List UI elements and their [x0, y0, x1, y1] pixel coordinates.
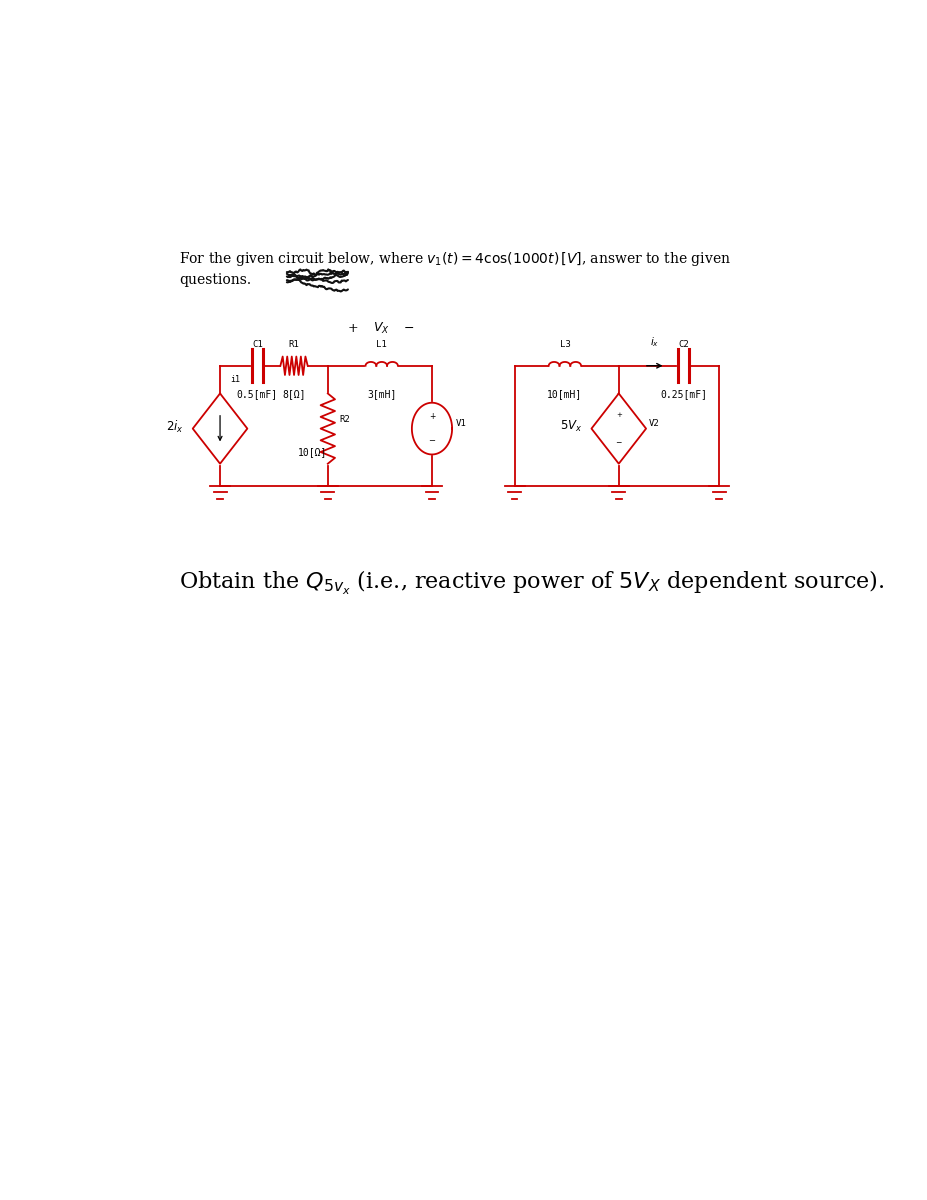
Text: +: + [348, 323, 358, 335]
Text: $V_X$: $V_X$ [374, 322, 390, 336]
Text: i1: i1 [230, 376, 240, 384]
Text: C1: C1 [252, 340, 262, 349]
Text: 10[mH]: 10[mH] [547, 389, 582, 398]
Text: $2i_x$: $2i_x$ [167, 419, 184, 434]
Text: 0.5[mF]: 0.5[mF] [236, 389, 278, 398]
Text: +: + [429, 413, 435, 421]
Text: L1: L1 [376, 340, 387, 349]
Text: R2: R2 [339, 415, 350, 424]
Text: $5V_x$: $5V_x$ [561, 419, 583, 434]
Text: For the given circuit below, where $\mathit{v}_1(t) = 4\cos(1000t)\,[V]$, answer: For the given circuit below, where $\mat… [179, 251, 731, 269]
Text: 10[Ω]: 10[Ω] [298, 448, 327, 457]
Text: −: − [616, 438, 622, 448]
Text: Obtain the $Q_{5v_x}$ (i.e., reactive power of $5V_X$ dependent source).: Obtain the $Q_{5v_x}$ (i.e., reactive po… [179, 569, 884, 598]
Text: 0.25[mF]: 0.25[mF] [660, 389, 707, 398]
Text: L3: L3 [560, 340, 570, 349]
Text: −: − [428, 436, 436, 445]
Text: 3[mH]: 3[mH] [367, 389, 397, 398]
Text: 8[Ω]: 8[Ω] [283, 389, 306, 398]
Text: V2: V2 [649, 420, 660, 428]
Text: $i_x$: $i_x$ [650, 335, 659, 349]
Text: −: − [404, 323, 414, 335]
Text: V1: V1 [456, 420, 466, 428]
Text: +: + [616, 412, 622, 418]
Text: questions.: questions. [179, 274, 251, 287]
Text: R1: R1 [288, 340, 299, 349]
Text: C2: C2 [678, 340, 689, 349]
